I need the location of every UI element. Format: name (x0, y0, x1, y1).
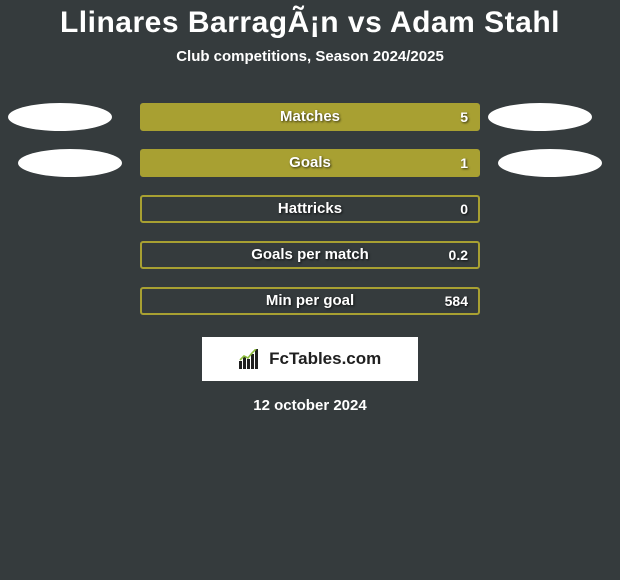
stat-label: Goals per match (140, 241, 480, 269)
stat-row: Goals per match0.2 (0, 231, 620, 277)
stat-row: Matches5 (0, 93, 620, 139)
stats-container: Matches5Goals1Hattricks0Goals per match0… (0, 93, 620, 323)
stat-value: 5 (460, 103, 468, 131)
stat-label: Hattricks (140, 195, 480, 223)
player-ellipse-right (498, 149, 602, 177)
stat-value: 0.2 (449, 241, 468, 269)
stat-value: 584 (445, 287, 468, 315)
stat-row: Goals1 (0, 139, 620, 185)
subtitle: Club competitions, Season 2024/2025 (0, 48, 620, 65)
logo-text: FcTables.com (269, 337, 381, 381)
fctables-logo: FcTables.com (202, 337, 418, 381)
date-label: 12 october 2024 (0, 397, 620, 414)
bar-chart-icon (239, 349, 261, 369)
stat-label: Goals (140, 149, 480, 177)
stat-value: 1 (460, 149, 468, 177)
stat-row: Hattricks0 (0, 185, 620, 231)
stat-row: Min per goal584 (0, 277, 620, 323)
stat-label: Min per goal (140, 287, 480, 315)
stat-label: Matches (140, 103, 480, 131)
player-ellipse-left (8, 103, 112, 131)
page-title: Llinares BarragÃ¡n vs Adam Stahl (0, 0, 620, 40)
stat-value: 0 (460, 195, 468, 223)
player-ellipse-left (18, 149, 122, 177)
player-ellipse-right (488, 103, 592, 131)
